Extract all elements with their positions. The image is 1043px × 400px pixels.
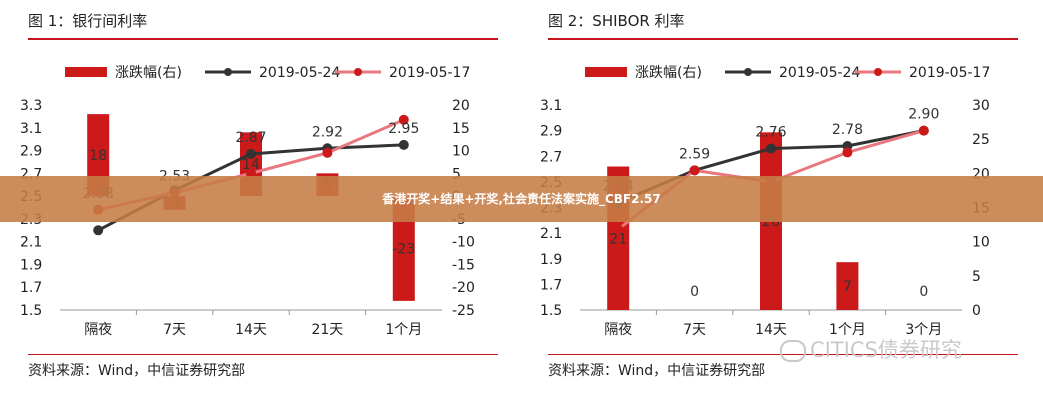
left-axis-tick-label: 1.7 [540,277,562,293]
left-axis-tick-label: 2.1 [540,226,562,242]
legend-swatch-marker [744,68,752,76]
left-axis-tick-label: 2.7 [540,149,562,165]
rate-value-label: 2.78 [832,122,863,138]
right-axis-tick-label: 20 [452,98,470,114]
rate-value-label: 2.95 [388,121,419,137]
bar [87,114,110,197]
line-point [842,147,853,158]
overlay-banner-text[interactable]: 香港开奖+结果+开奖,社会责任法案实施_CBF2.57 [382,192,661,206]
title-divider [548,38,1018,40]
bar-value-label: 7 [843,279,852,295]
line-point [398,114,409,125]
x-axis-tick-label: 3个月 [905,322,942,338]
legend-label: 2019-05-17 [909,65,990,81]
right-axis-tick-label: -25 [452,303,475,319]
rate-value-label: 2.76 [755,125,786,141]
chart-source: 资料来源：Wind，中信证券研究部 [548,363,766,379]
bar-value-label: 21 [609,231,627,247]
rate-value-label: 2.90 [908,107,939,123]
chart-shibor-rates: 涨跌幅(右)2019-05-242019-05-173.12.92.72.52.… [540,65,990,338]
right-axis-tick-label: 10 [972,235,990,251]
bar-value-label: 0 [919,284,928,300]
x-axis-tick-label: 14天 [755,322,787,338]
legend-label: 涨跌幅(右) [115,65,182,81]
right-axis-tick-label: -20 [452,280,475,296]
source-divider [28,354,498,355]
bar-value-label: 14 [242,157,260,173]
right-axis-tick-label: 5 [452,166,461,182]
chart-legend: 涨跌幅(右) 2019-05-24 2019-05-17 [65,65,470,81]
chart-title: 图 2：SHIBOR 利率 [548,12,685,30]
legend-swatch-marker [354,68,362,76]
chart-legend: 涨跌幅(右) 2019-05-24 2019-05-17 [585,65,990,81]
left-axis-tick-label: 3.1 [540,98,562,114]
x-axis-tick-label: 7天 [163,322,186,338]
line-point [613,224,624,235]
wechat-icon [780,340,806,362]
right-axis-tick-label: 10 [452,144,470,160]
rate-value-label: 2.92 [312,124,343,140]
legend-swatch-marker [224,68,232,76]
left-axis-tick-label: 1.5 [540,303,562,319]
bar-value-label: 0 [690,284,699,300]
left-axis-tick-label: 1.9 [20,257,42,273]
right-axis-tick-label: -10 [452,235,475,251]
right-axis-tick-label: 5 [972,269,981,285]
right-axis-tick-label: 30 [972,98,990,114]
legend-label: 涨跌幅(右) [635,65,702,81]
bar-value-label: 18 [89,148,107,164]
left-axis-tick-label: 2.9 [540,124,562,140]
left-axis-tick-label: 3.1 [20,121,42,137]
line-point [322,147,333,158]
left-axis-tick-label: 3.3 [20,98,42,114]
line-point [918,125,929,136]
bar-value-label: -23 [392,242,415,258]
x-axis-tick-label: 隔夜 [84,322,112,338]
legend-label: 2019-05-17 [389,65,470,81]
rate-value-label: 2.59 [679,146,710,162]
overlay-banner[interactable]: 香港开奖+结果+开奖,社会责任法案实施_CBF2.57 [0,176,1043,222]
line-point [766,143,776,154]
line-point [246,168,256,179]
right-axis-tick-label: 25 [972,132,990,148]
x-axis-tick-label: 隔夜 [604,322,632,338]
left-axis-tick-label: 2.1 [20,235,42,251]
line-point [398,139,409,150]
rate-value-label: 2.87 [235,130,266,146]
watermark-text: CITICS债券研究 [810,338,962,362]
left-axis-tick-label: 2.9 [20,144,42,160]
legend-swatch-bar [65,67,107,77]
bar [392,196,415,301]
chart-title: 图 1：银行间利率 [28,12,148,30]
chart-source: 资料来源：Wind，中信证券研究部 [28,363,246,379]
x-axis-tick-label: 1个月 [385,322,422,338]
left-axis-tick-label: 1.9 [540,252,562,268]
legend-swatch-marker [874,68,882,76]
line-point [689,165,700,176]
legend-label: 2019-05-24 [259,65,340,81]
right-axis-tick-label: 0 [972,303,981,319]
watermark: CITICS债券研究 [780,334,962,364]
line-point [246,148,256,159]
bar [836,262,859,310]
right-axis-tick-label: 15 [452,121,470,137]
x-axis-tick-label: 14天 [235,322,267,338]
legend-label: 2019-05-24 [779,65,860,81]
left-axis-tick-label: 1.5 [20,303,42,319]
left-axis-tick-label: 1.7 [20,280,42,296]
legend-swatch-bar [585,67,627,77]
x-axis-tick-label: 1个月 [829,322,866,338]
right-axis-tick-label: -15 [452,257,475,273]
x-axis-tick-label: 21天 [311,322,343,338]
line-point [93,225,104,236]
x-axis-tick-label: 7天 [683,322,706,338]
title-divider [28,38,498,40]
